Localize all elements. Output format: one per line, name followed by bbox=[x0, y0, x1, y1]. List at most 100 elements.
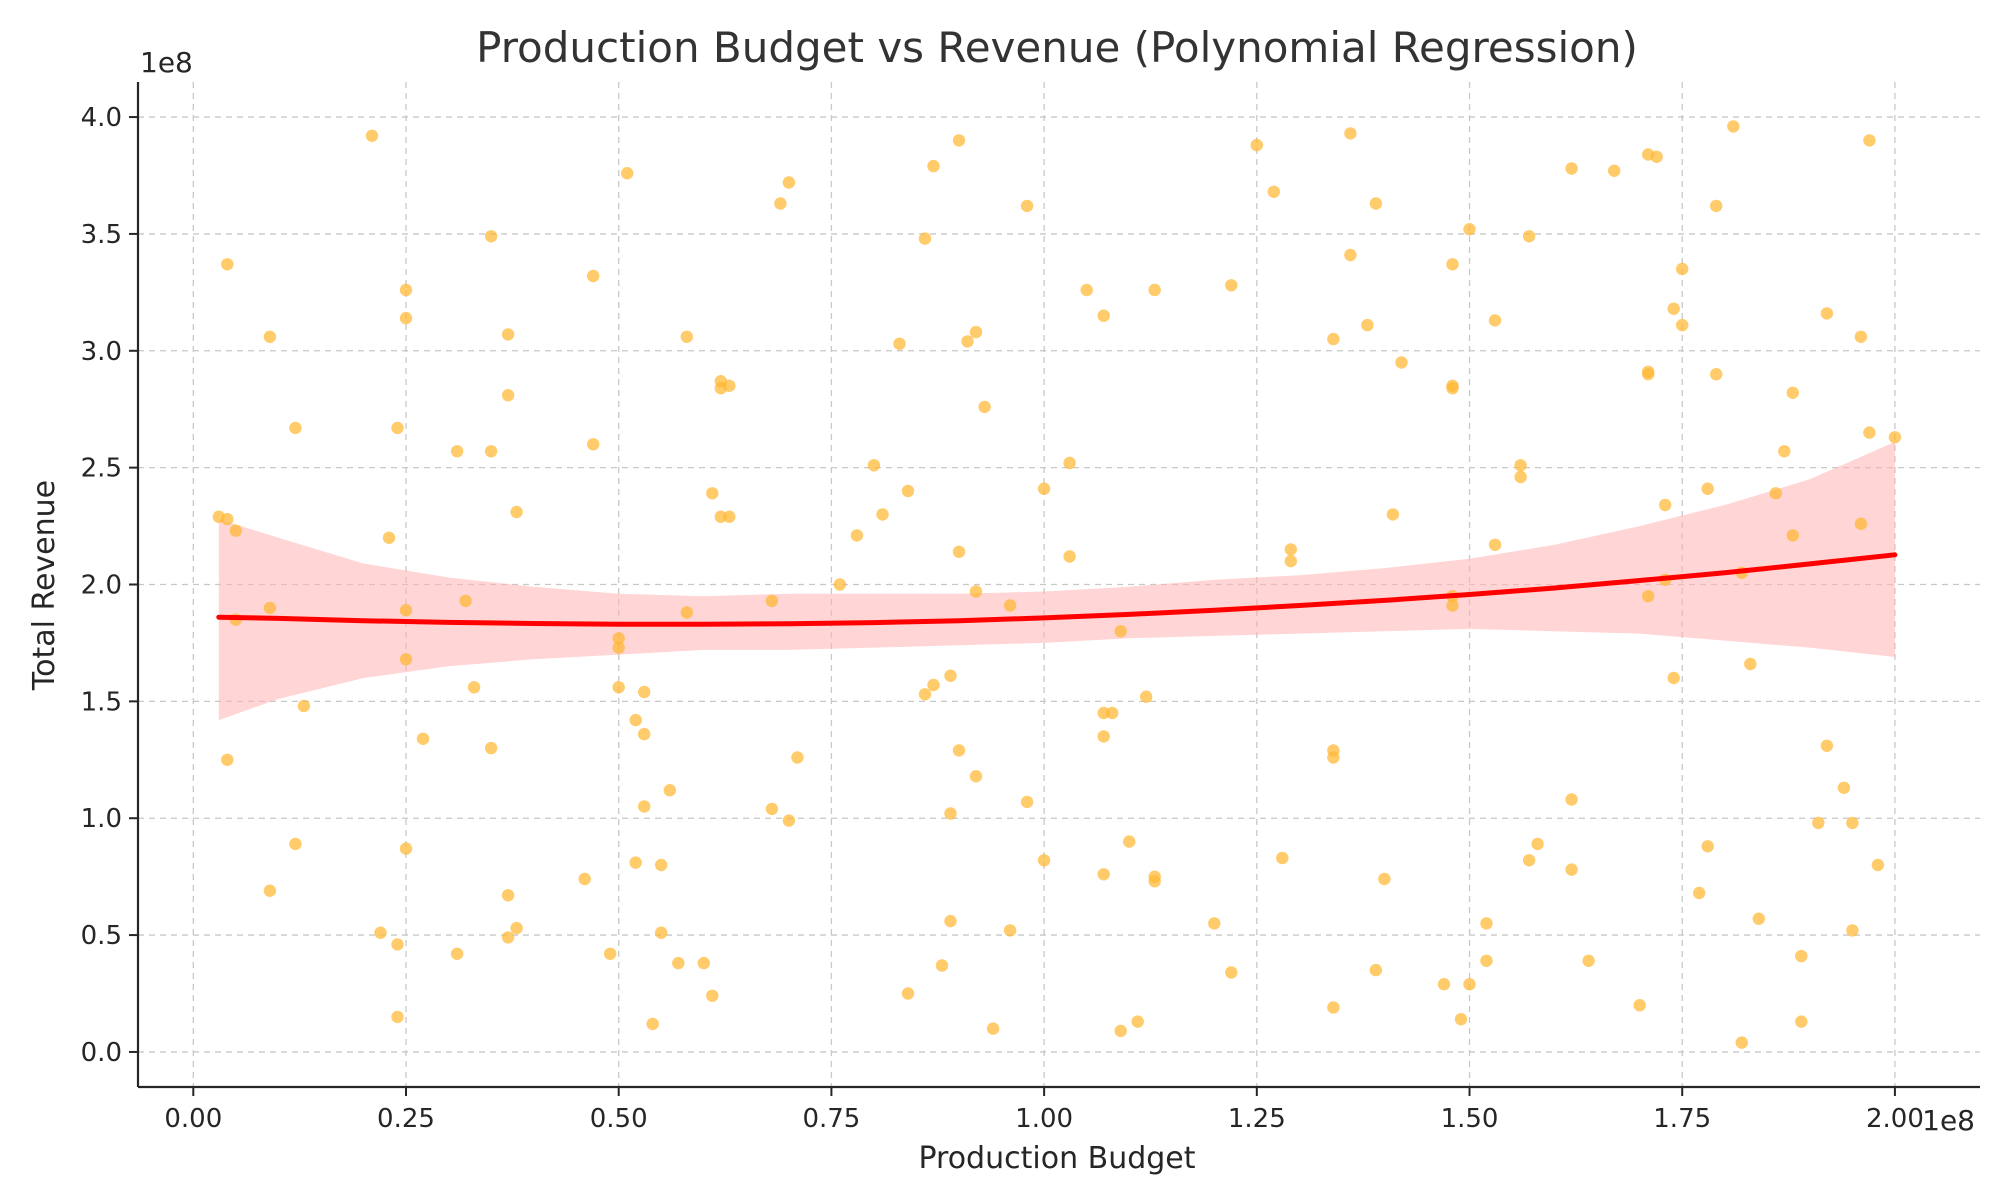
data-point bbox=[1735, 1036, 1749, 1049]
data-point bbox=[1888, 431, 1902, 444]
data-point bbox=[918, 232, 932, 245]
data-point bbox=[1284, 543, 1298, 556]
data-point bbox=[1140, 690, 1153, 703]
data-point bbox=[1565, 162, 1578, 175]
data-point bbox=[1769, 487, 1783, 500]
grid-lines bbox=[138, 82, 1980, 1087]
data-point bbox=[1846, 816, 1859, 830]
data-point bbox=[1063, 456, 1076, 470]
data-point bbox=[1701, 482, 1714, 495]
data-point bbox=[1582, 954, 1595, 967]
data-point bbox=[1020, 199, 1034, 213]
data-point bbox=[1327, 1001, 1340, 1014]
data-point bbox=[833, 578, 847, 591]
data-point bbox=[935, 959, 949, 972]
data-point bbox=[680, 330, 693, 343]
data-point bbox=[969, 585, 983, 598]
x-tick-label: 1.50 bbox=[1441, 1104, 1499, 1134]
data-point bbox=[646, 1017, 659, 1031]
data-point bbox=[1795, 1015, 1808, 1028]
data-point bbox=[501, 931, 515, 944]
data-point bbox=[1114, 1024, 1127, 1038]
data-point bbox=[1463, 223, 1476, 236]
data-point bbox=[229, 524, 242, 537]
data-point bbox=[1327, 751, 1340, 764]
data-point bbox=[655, 858, 668, 872]
y-ticks: 0.0 0.5 1.0 1.5 2.0 2.5 3.0 3.5 4.0 bbox=[81, 103, 138, 1068]
data-point bbox=[365, 129, 379, 142]
data-point bbox=[1795, 949, 1808, 963]
data-point bbox=[867, 459, 881, 472]
data-point bbox=[697, 956, 710, 970]
scatter-points bbox=[212, 120, 1902, 1049]
data-point bbox=[1522, 854, 1536, 867]
data-point bbox=[1037, 482, 1051, 495]
data-point bbox=[289, 837, 302, 851]
data-point bbox=[969, 325, 983, 339]
data-point bbox=[1208, 917, 1221, 930]
regression-line bbox=[216, 552, 1898, 627]
data-point bbox=[1114, 625, 1127, 638]
data-point bbox=[612, 632, 625, 645]
data-point bbox=[1106, 706, 1119, 720]
data-point bbox=[893, 337, 906, 350]
data-point bbox=[1642, 590, 1655, 603]
data-point bbox=[501, 328, 515, 341]
data-point bbox=[1608, 164, 1621, 177]
data-point bbox=[918, 688, 932, 701]
data-point bbox=[1514, 459, 1527, 472]
x-ticks: 0.00 0.25 0.50 0.75 1.00 1.25 1.50 1.75 2.00 bbox=[164, 1087, 1924, 1134]
data-point bbox=[952, 545, 966, 558]
data-point bbox=[510, 505, 523, 519]
data-point bbox=[510, 921, 523, 935]
data-point bbox=[714, 510, 727, 523]
data-point bbox=[1863, 426, 1876, 439]
data-point bbox=[1344, 248, 1357, 262]
data-point bbox=[1642, 368, 1655, 381]
y-tick-label: 4.0 bbox=[81, 103, 122, 133]
data-point bbox=[1531, 837, 1544, 851]
data-point bbox=[1020, 795, 1034, 809]
data-point bbox=[1488, 538, 1502, 551]
data-point bbox=[1676, 318, 1689, 332]
data-point bbox=[587, 438, 600, 451]
data-point bbox=[399, 842, 413, 855]
y-tick-label: 1.0 bbox=[81, 804, 122, 834]
data-point bbox=[1820, 739, 1834, 752]
data-point bbox=[263, 884, 277, 897]
y-tick-label: 2.0 bbox=[81, 571, 122, 601]
data-point bbox=[1727, 120, 1740, 133]
data-point bbox=[221, 258, 234, 271]
data-point bbox=[399, 283, 413, 297]
data-point bbox=[723, 379, 736, 392]
data-point bbox=[1710, 199, 1723, 213]
data-point bbox=[1284, 554, 1298, 568]
data-point bbox=[1786, 529, 1800, 542]
data-point bbox=[1250, 138, 1264, 152]
data-point bbox=[578, 872, 591, 886]
data-point bbox=[1514, 470, 1527, 484]
y-tick-label: 3.0 bbox=[81, 337, 122, 367]
data-point bbox=[1454, 1013, 1468, 1026]
data-point bbox=[221, 512, 234, 526]
data-point bbox=[1446, 258, 1459, 271]
data-point bbox=[1480, 917, 1493, 930]
data-point bbox=[263, 330, 277, 343]
data-point bbox=[391, 421, 404, 435]
data-point bbox=[1854, 517, 1868, 530]
data-point bbox=[901, 484, 915, 498]
data-point bbox=[782, 814, 796, 827]
data-point bbox=[629, 713, 642, 727]
data-point bbox=[1378, 872, 1391, 886]
data-point bbox=[263, 601, 277, 615]
data-point bbox=[1276, 851, 1289, 865]
data-point bbox=[876, 508, 889, 521]
data-point bbox=[1854, 330, 1868, 343]
data-point bbox=[952, 744, 966, 757]
data-point bbox=[1327, 332, 1340, 346]
data-point bbox=[901, 987, 915, 1000]
y-axis-offset: 1e8 bbox=[140, 46, 193, 79]
data-point bbox=[1659, 498, 1672, 512]
data-point bbox=[1633, 999, 1646, 1012]
data-point bbox=[1871, 858, 1885, 872]
